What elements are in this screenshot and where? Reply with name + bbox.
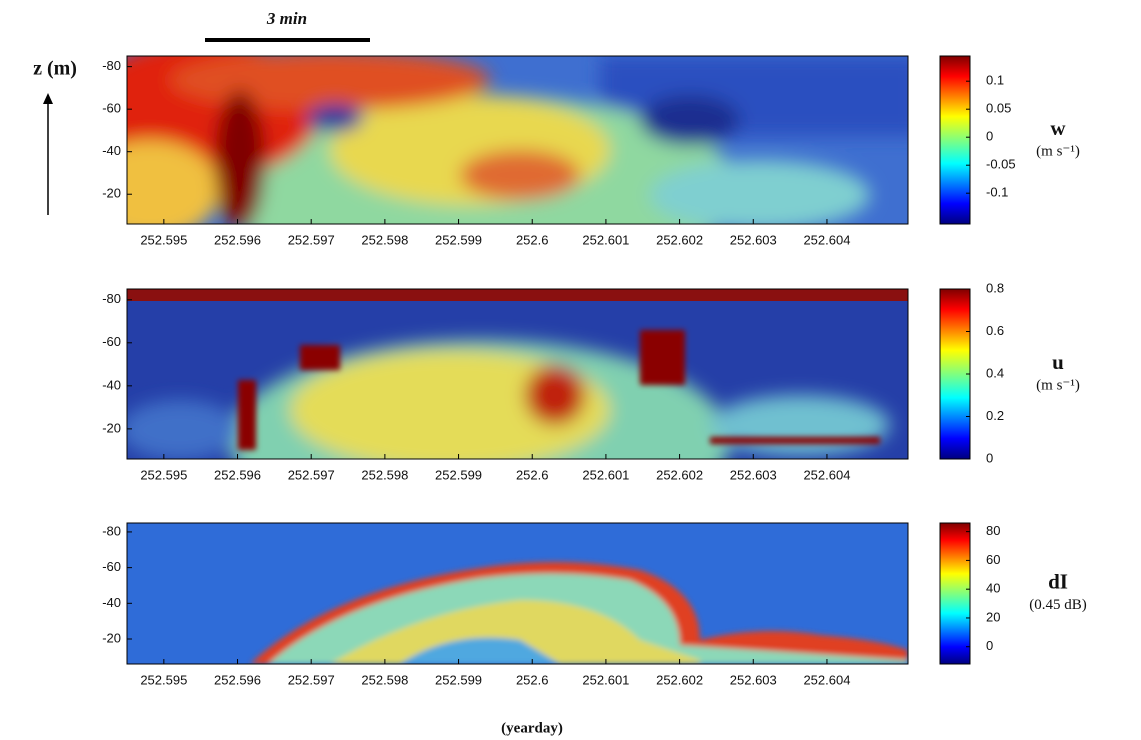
x-tick-label: 252.599 <box>435 672 482 687</box>
field-dI <box>127 523 908 664</box>
x-tick-label: 252.601 <box>582 467 629 482</box>
colorbar-tick-label: 0.05 <box>986 101 1011 116</box>
x-tick-label: 252.597 <box>288 672 335 687</box>
colorbar-tick-label: -0.1 <box>986 185 1008 200</box>
colorbar-unit: (0.45 dB) <box>1029 597 1087 613</box>
x-tick-label: 252.601 <box>582 232 629 247</box>
x-tick-label: 252.595 <box>140 672 187 687</box>
colorbar-tick-label: 20 <box>986 609 1000 624</box>
colorbar-tick-label: 40 <box>986 581 1000 596</box>
x-tick-label: 252.597 <box>288 467 335 482</box>
y-tick-label: -20 <box>102 186 121 201</box>
x-tick-label: 252.6 <box>516 467 549 482</box>
y-tick-label: -60 <box>102 101 121 116</box>
colorbar-unit: (m s⁻¹) <box>1036 377 1080 393</box>
colorbar-tick-label: -0.05 <box>986 157 1016 172</box>
colorbar-tick-label: 0.1 <box>986 73 1004 88</box>
scale-bar-label: 3 min <box>266 9 307 28</box>
colorbar-tick-label: 0.2 <box>986 408 1004 423</box>
colorbar-label: dI <box>1048 569 1068 593</box>
x-label: (yearday) <box>501 720 563 736</box>
x-tick-label: 252.596 <box>214 232 261 247</box>
y-tick-label: -80 <box>102 58 121 73</box>
y-tick-label: -40 <box>102 143 121 158</box>
x-tick-label: 252.602 <box>656 672 703 687</box>
field-w <box>80 40 920 285</box>
y-tick-label: -40 <box>102 595 121 610</box>
y-tick-label: -20 <box>102 420 121 435</box>
colorbar-tick-label: 60 <box>986 552 1000 567</box>
y-tick-label: -80 <box>102 523 121 538</box>
x-tick-label: 252.6 <box>516 672 549 687</box>
x-tick-label: 252.598 <box>361 232 408 247</box>
y-tick-label: -80 <box>102 291 121 306</box>
x-tick-label: 252.595 <box>140 232 187 247</box>
y-label: z (m) <box>33 58 77 80</box>
x-tick-label: 252.604 <box>803 467 850 482</box>
colorbar-tick-label: 80 <box>986 523 1000 538</box>
x-tick-label: 252.598 <box>361 672 408 687</box>
colorbar <box>940 56 970 224</box>
colorbar-tick-label: 0 <box>986 450 993 465</box>
colorbar-tick-label: 0.8 <box>986 280 1004 295</box>
x-tick-label: 252.603 <box>730 672 777 687</box>
figure: 252.595 252.596 252.597 252.598 252.599 252.6… <box>0 0 1141 740</box>
colorbar-label: w <box>1050 116 1066 140</box>
y-tick-label: -60 <box>102 334 121 349</box>
x-tick-label: 252.599 <box>435 232 482 247</box>
x-tick-label: 252.6 <box>516 232 549 247</box>
x-tick-label: 252.603 <box>730 467 777 482</box>
x-tick-label: 252.596 <box>214 467 261 482</box>
colorbar <box>940 523 970 664</box>
colorbar-tick-label: 0 <box>986 638 993 653</box>
colorbar-unit: (m s⁻¹) <box>1036 143 1080 159</box>
x-tick-label: 252.602 <box>656 467 703 482</box>
x-tick-label: 252.604 <box>803 672 850 687</box>
y-tick-label: -20 <box>102 630 121 645</box>
x-tick-label: 252.601 <box>582 672 629 687</box>
x-tick-label: 252.597 <box>288 232 335 247</box>
y-tick-label: -40 <box>102 377 121 392</box>
colorbar-tick-label: 0.4 <box>986 365 1004 380</box>
y-tick-label: -60 <box>102 559 121 574</box>
field-u <box>120 289 908 540</box>
x-tick-label: 252.604 <box>803 232 850 247</box>
x-tick-label: 252.602 <box>656 232 703 247</box>
colorbar-tick-label: 0 <box>986 129 993 144</box>
x-tick-label: 252.599 <box>435 467 482 482</box>
colorbar-tick-label: 0.6 <box>986 323 1004 338</box>
colorbar-label: u <box>1052 350 1064 374</box>
x-tick-label: 252.596 <box>214 672 261 687</box>
colorbar <box>940 289 970 459</box>
x-tick-label: 252.603 <box>730 232 777 247</box>
x-tick-label: 252.595 <box>140 467 187 482</box>
x-tick-label: 252.598 <box>361 467 408 482</box>
z-arrow-head <box>43 93 53 104</box>
